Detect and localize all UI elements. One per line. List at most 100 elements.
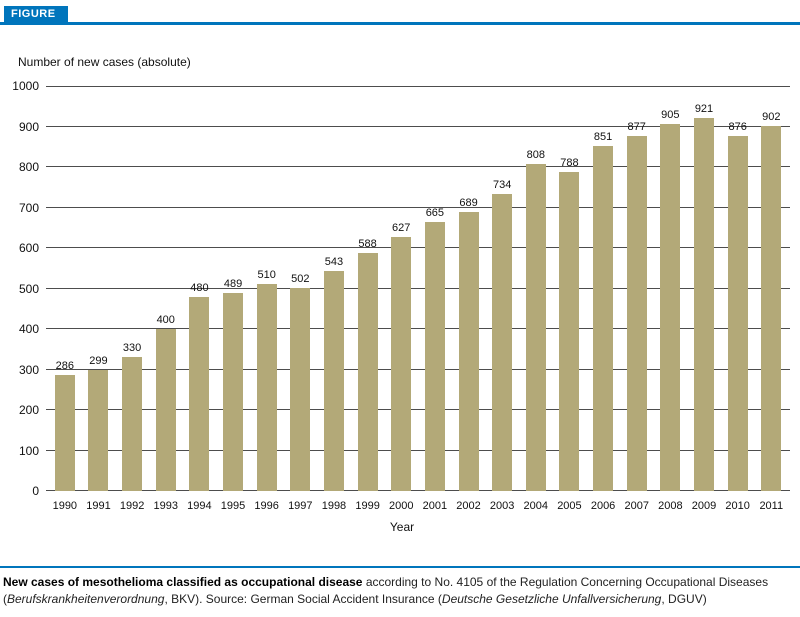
bar-value-label: 788 — [560, 156, 579, 169]
bar-group-2001: 665 — [418, 206, 452, 491]
bar-value-label: 400 — [156, 314, 175, 326]
bar-value-label: 808 — [526, 148, 545, 161]
bar-group-1990: 286 — [48, 361, 82, 491]
x-tick-label-1993: 1993 — [153, 500, 178, 512]
x-tick-label-2001: 2001 — [422, 500, 448, 512]
bar-group-2003: 734 — [485, 178, 519, 491]
bar — [424, 221, 445, 491]
bar-value-label: 877 — [627, 120, 646, 133]
x-tick-label-2009: 2009 — [691, 500, 717, 512]
y-tick-label-0: 0 — [32, 484, 39, 498]
gridline-100 — [46, 449, 790, 451]
x-tick-label-2004: 2004 — [523, 500, 549, 512]
caption-italic-2: Deutsche Gesetzliche Unfallversicherung — [441, 592, 662, 607]
figure-caption: New cases of mesothelioma classified as … — [0, 568, 800, 609]
gridline-200 — [46, 409, 790, 410]
bar-group-2004: 808 — [519, 148, 553, 491]
caption-text-3: , DGUV) — [661, 592, 707, 607]
bar-value-label: 734 — [492, 178, 512, 191]
x-axis-spacer — [14, 491, 46, 512]
bar-value-label: 543 — [324, 256, 344, 269]
x-tick-label-2003: 2003 — [489, 500, 515, 512]
bar-group-1996: 510 — [250, 270, 284, 491]
bar-value-label: 286 — [55, 360, 74, 373]
x-tick-label-1997: 1997 — [288, 500, 313, 512]
chart-title: Number of new cases (absolute) — [18, 55, 191, 69]
bar — [323, 271, 344, 491]
x-tick-label-2008: 2008 — [658, 500, 683, 512]
bar-group-2005: 788 — [553, 156, 587, 491]
x-tick-label-2000: 2000 — [388, 500, 414, 512]
bar-group-2002: 689 — [452, 197, 486, 491]
bar-value-label: 921 — [694, 103, 714, 115]
x-tick-label-1995: 1995 — [220, 500, 246, 512]
bar-value-label: 902 — [762, 110, 781, 123]
gridline-400 — [46, 328, 790, 329]
x-tick-label-1996: 1996 — [254, 500, 279, 512]
gridline-600 — [46, 247, 790, 248]
bar-group-2008: 905 — [654, 110, 688, 491]
bars-layer: 286 299 330 400 480 489 510 502 543 588 627 665 689 7… — [46, 86, 790, 491]
bar-value-label: 665 — [425, 206, 445, 219]
bar-value-label: 480 — [190, 281, 209, 294]
bar-group-1991: 299 — [82, 354, 116, 491]
x-tick-label-1992: 1992 — [119, 500, 145, 512]
bar-value-label: 876 — [728, 121, 747, 134]
gridline-300 — [46, 368, 790, 370]
gridline-900 — [46, 125, 790, 127]
bar — [559, 171, 580, 491]
gridline-700 — [46, 206, 790, 208]
bar-group-1995: 489 — [216, 278, 250, 491]
bar-value-label: 905 — [661, 109, 680, 122]
bar-group-2009: 921 — [687, 104, 721, 491]
x-tick-label-1999: 1999 — [355, 500, 380, 512]
bar — [88, 369, 109, 491]
y-tick-label-600: 600 — [18, 241, 39, 255]
bar — [155, 329, 176, 491]
y-tick-label-300: 300 — [18, 362, 39, 377]
x-axis-labels: 1990 1991 1992 1993 1994 1995 1996 1997 1998 1999… — [46, 491, 790, 512]
bar-group-2006: 851 — [586, 132, 620, 491]
caption-italic-1: Berufskrankheitenverordnung — [7, 592, 165, 607]
bar — [761, 125, 782, 491]
gridline-500 — [46, 287, 790, 289]
bar-group-2007: 877 — [620, 120, 654, 491]
y-tick-label-800: 800 — [18, 160, 39, 174]
x-tick-label-2006: 2006 — [590, 500, 616, 512]
bar-group-1993: 400 — [149, 315, 183, 491]
x-axis-row: 1990 1991 1992 1993 1994 1995 1996 1997 1998 1999… — [14, 491, 790, 512]
caption-text-2: , BKV). Source: German Social Accident I… — [164, 592, 442, 607]
bar — [256, 284, 277, 491]
bar — [727, 136, 748, 491]
bar — [223, 292, 244, 491]
bar-group-1992: 330 — [115, 343, 149, 491]
y-tick-label-100: 100 — [18, 443, 39, 458]
bar-chart: Number of new cases (absolute) 0 100 200 30… — [0, 55, 800, 534]
plot-row: 0 100 200 300 400 500 600 700 800 900 1000 286 299 3… — [12, 80, 790, 497]
bar-value-label: 299 — [89, 354, 108, 367]
x-tick-label-2002: 2002 — [456, 500, 481, 512]
bar-value-label: 502 — [291, 272, 310, 285]
figure-header: FIGURE — [0, 0, 800, 25]
x-tick-label-1994: 1994 — [187, 500, 212, 512]
bar — [391, 237, 412, 491]
gridline-1000 — [46, 86, 790, 87]
y-tick-label-400: 400 — [18, 322, 39, 336]
bar-group-1997: 502 — [283, 272, 317, 491]
bar-group-2010: 876 — [721, 122, 755, 491]
y-tick-label-900: 900 — [18, 119, 39, 134]
bar — [54, 375, 75, 491]
bar — [525, 163, 546, 491]
y-tick-label-700: 700 — [18, 200, 39, 215]
x-tick-label-1990: 1990 — [52, 500, 78, 512]
bar — [458, 211, 479, 491]
bar — [122, 357, 143, 491]
bar-group-1994: 480 — [183, 281, 217, 491]
x-tick-label-2005: 2005 — [557, 500, 582, 512]
bar — [357, 252, 378, 491]
bar-value-label: 510 — [257, 269, 276, 282]
bar — [626, 135, 647, 491]
bar-value-label: 627 — [392, 222, 411, 235]
y-tick-label-1000: 1000 — [12, 79, 39, 93]
